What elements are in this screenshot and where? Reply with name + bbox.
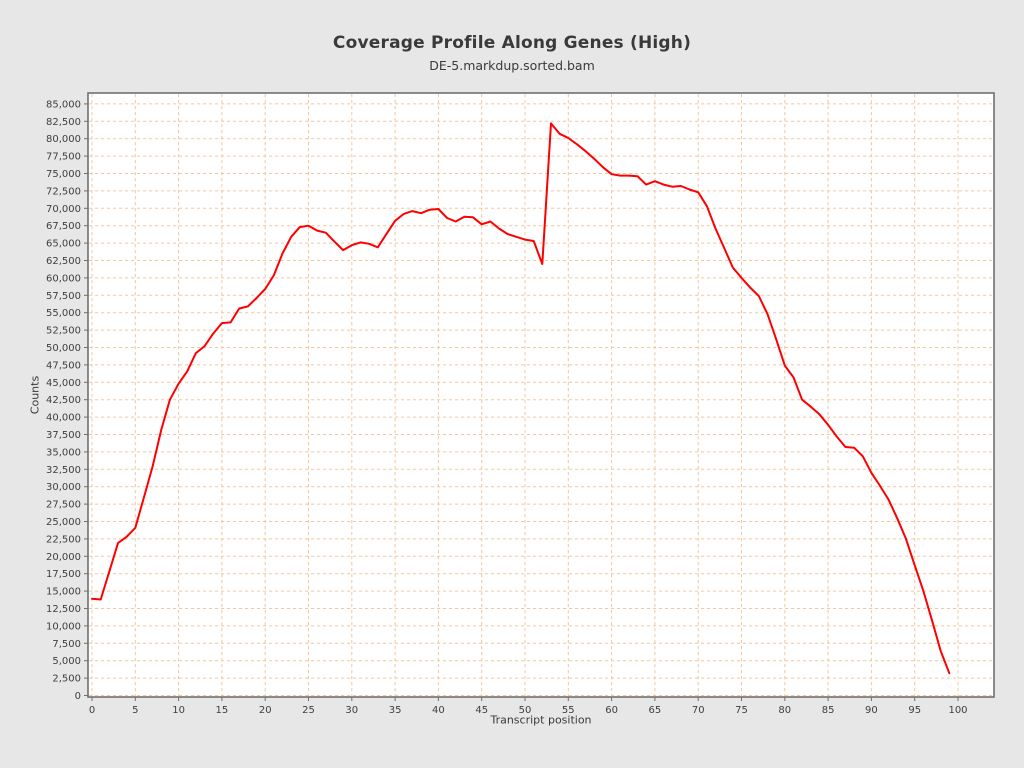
svg-text:50: 50 [519, 705, 532, 716]
svg-text:75: 75 [735, 705, 748, 716]
svg-text:52,500: 52,500 [46, 326, 81, 337]
svg-text:15,000: 15,000 [46, 587, 81, 598]
svg-text:30,000: 30,000 [46, 482, 81, 493]
svg-text:37,500: 37,500 [46, 430, 81, 441]
gridlines [89, 94, 993, 696]
svg-text:12,500: 12,500 [46, 604, 81, 615]
svg-text:15: 15 [216, 705, 229, 716]
svg-text:82,500: 82,500 [46, 117, 81, 128]
svg-text:47,500: 47,500 [46, 360, 81, 371]
svg-text:80: 80 [778, 705, 791, 716]
svg-text:45: 45 [475, 705, 488, 716]
plot-border [87, 92, 995, 698]
svg-text:35,000: 35,000 [46, 447, 81, 458]
svg-text:20: 20 [259, 705, 272, 716]
svg-text:5,000: 5,000 [52, 656, 81, 667]
svg-text:10: 10 [172, 705, 185, 716]
chart-subtitle: DE-5.markdup.sorted.bam [429, 58, 595, 73]
svg-text:22,500: 22,500 [46, 534, 81, 545]
svg-text:35: 35 [389, 705, 402, 716]
svg-text:85,000: 85,000 [46, 99, 81, 110]
svg-text:65,000: 65,000 [46, 239, 81, 250]
svg-text:0: 0 [89, 705, 95, 716]
x-axis-ticks: 0 5 10 15 20 25 30 35 40 45 50 55 60 65 70 75 80 85 90 95 10… [89, 697, 968, 716]
svg-text:7,500: 7,500 [52, 639, 81, 650]
svg-text:25,000: 25,000 [46, 517, 81, 528]
svg-text:55,000: 55,000 [46, 308, 81, 319]
svg-text:32,500: 32,500 [46, 465, 81, 476]
svg-text:72,500: 72,500 [46, 186, 81, 197]
plot-area [88, 93, 994, 697]
x-axis-title: Transcript position [490, 713, 592, 727]
svg-text:95: 95 [908, 705, 921, 716]
svg-text:30: 30 [345, 705, 358, 716]
svg-text:45,000: 45,000 [46, 378, 81, 389]
svg-text:77,500: 77,500 [46, 152, 81, 163]
svg-text:17,500: 17,500 [46, 569, 81, 580]
svg-text:70: 70 [692, 705, 705, 716]
svg-text:0: 0 [75, 691, 81, 702]
svg-text:55: 55 [562, 705, 575, 716]
svg-text:70,000: 70,000 [46, 204, 81, 215]
svg-text:27,500: 27,500 [46, 500, 81, 511]
svg-text:90: 90 [865, 705, 878, 716]
svg-text:25: 25 [302, 705, 315, 716]
chart-title: Coverage Profile Along Genes (High) [332, 33, 692, 53]
svg-text:20,000: 20,000 [46, 552, 81, 563]
svg-text:5: 5 [132, 705, 138, 716]
svg-text:60,000: 60,000 [46, 273, 81, 284]
svg-text:62,500: 62,500 [46, 256, 81, 267]
svg-text:57,500: 57,500 [46, 291, 81, 302]
svg-text:40: 40 [432, 705, 445, 716]
svg-text:60: 60 [605, 705, 618, 716]
svg-text:85: 85 [822, 705, 835, 716]
svg-text:2,500: 2,500 [52, 674, 81, 685]
series-line [91, 122, 951, 675]
svg-text:65: 65 [649, 705, 662, 716]
svg-text:40,000: 40,000 [46, 413, 81, 424]
svg-text:100: 100 [948, 705, 967, 716]
svg-text:80,000: 80,000 [46, 134, 81, 145]
svg-text:50,000: 50,000 [46, 343, 81, 354]
svg-text:75,000: 75,000 [46, 169, 81, 180]
y-axis-ticks: 0 2,500 5,000 7,500 10,000 12,500 15,000 17,500… [46, 99, 88, 702]
svg-text:10,000: 10,000 [46, 621, 81, 632]
svg-text:42,500: 42,500 [46, 395, 81, 406]
svg-text:67,500: 67,500 [46, 221, 81, 232]
